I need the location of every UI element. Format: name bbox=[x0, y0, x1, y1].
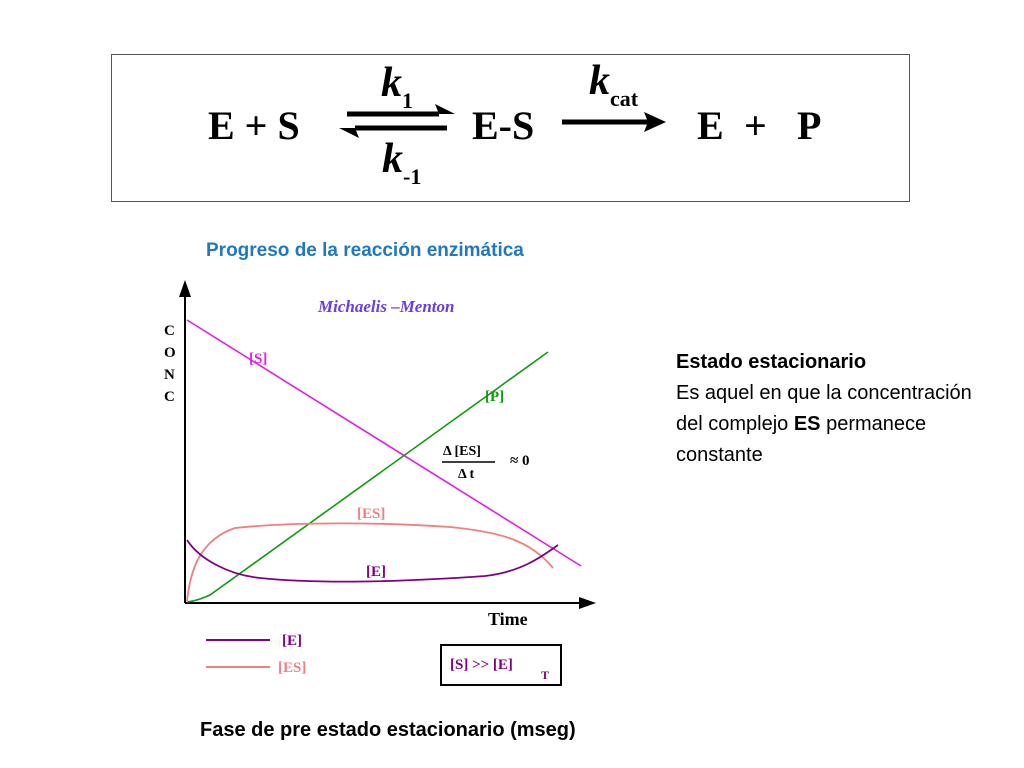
equilibrium-arrows-icon bbox=[339, 104, 455, 138]
kminus1-base: k bbox=[382, 136, 403, 182]
y-axis-label: C O N C bbox=[164, 323, 176, 405]
kcat-base: k bbox=[589, 58, 610, 104]
reaction-scheme-box bbox=[111, 54, 910, 202]
steady-state-annotation: Δ [ES] Δ t ≈ 0 bbox=[442, 444, 529, 482]
description-bold: ES bbox=[793, 413, 821, 435]
forward-arrow-icon bbox=[562, 112, 666, 132]
condition-subscript: T bbox=[541, 668, 549, 682]
legend-es-label: [ES] bbox=[278, 660, 306, 676]
label-es: [ES] bbox=[357, 506, 385, 522]
progress-graph: Michaelis –Menton C O N C Time [S] [P] [… bbox=[164, 280, 596, 686]
phase-caption: Fase de pre estado estacionario (mseg) bbox=[200, 719, 576, 741]
y-axis-arrow-icon bbox=[179, 280, 191, 297]
description-part-1: Es aquel en que la concentración del com… bbox=[676, 382, 972, 435]
steady-state-description: Es aquel en que la concentración del com… bbox=[676, 378, 976, 471]
plot-title: Michaelis –Menton bbox=[317, 297, 455, 316]
product-enzyme-text: E bbox=[697, 103, 724, 148]
x-axis-label: Time bbox=[488, 609, 528, 629]
curve-s bbox=[186, 319, 582, 567]
y-label-letter-4: C bbox=[164, 389, 175, 405]
reactants-text: E + S bbox=[208, 103, 300, 148]
description-part-2: permanece constante bbox=[676, 413, 927, 466]
x-axis-arrow-icon bbox=[579, 597, 596, 609]
kcat-label: kcat bbox=[589, 60, 638, 110]
curve-p bbox=[186, 351, 549, 603]
curve-es bbox=[186, 522, 554, 603]
product-p-text: P bbox=[797, 103, 822, 148]
curve-e bbox=[186, 539, 559, 583]
kminus1-subscript: -1 bbox=[403, 164, 422, 189]
product-plus-text: + bbox=[744, 103, 767, 148]
y-label-letter-3: N bbox=[164, 367, 175, 383]
condition-box bbox=[440, 644, 562, 686]
k-minus1-label: k-1 bbox=[382, 138, 421, 188]
y-label-letter-1: C bbox=[164, 323, 175, 339]
label-e: [E] bbox=[366, 564, 386, 580]
progress-title: Progreso de la reacción enzimática bbox=[206, 240, 524, 261]
complex-text: E-S bbox=[472, 103, 535, 148]
y-label-letter-2: O bbox=[164, 345, 176, 361]
annotation-numerator: Δ [ES] bbox=[443, 444, 481, 459]
steady-state-panel: Estado estacionario Es aquel en que la c… bbox=[676, 347, 976, 471]
condition-text: [S] >> [E] bbox=[450, 657, 513, 673]
legend-e-label: [E] bbox=[282, 633, 302, 649]
annotation-approx: ≈ 0 bbox=[510, 453, 529, 469]
k1-base: k bbox=[381, 60, 402, 106]
label-s: [S] bbox=[249, 351, 267, 367]
annotation-denominator: Δ t bbox=[458, 467, 475, 482]
steady-state-title: Estado estacionario bbox=[676, 351, 867, 373]
kcat-subscript: cat bbox=[610, 86, 639, 111]
k1-label: k1 bbox=[381, 62, 413, 112]
label-p: [P] bbox=[485, 389, 504, 405]
k1-subscript: 1 bbox=[402, 88, 413, 113]
